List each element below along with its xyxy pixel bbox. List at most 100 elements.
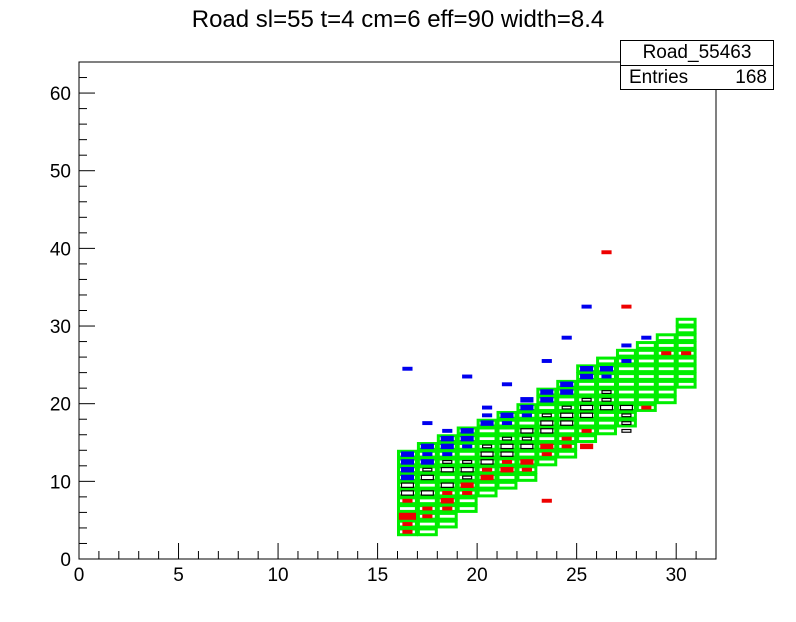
road-cell <box>655 379 677 389</box>
x-tick-label: 0 <box>74 565 85 586</box>
x-tick-label: 25 <box>566 565 587 586</box>
road-cell <box>635 372 657 381</box>
road-cell <box>655 387 677 397</box>
road-cell <box>496 465 518 475</box>
road-cell <box>397 527 418 537</box>
road-cell <box>496 480 518 490</box>
blue-entry <box>621 343 632 348</box>
road-cell <box>416 473 438 482</box>
blue-entry <box>599 366 614 372</box>
road-cell <box>436 511 458 521</box>
blue-entry <box>460 435 474 442</box>
chart-cells <box>397 250 697 537</box>
road-cell <box>556 426 578 436</box>
entry-box <box>440 482 454 488</box>
blue-entry <box>501 421 513 426</box>
entry-box <box>560 412 574 419</box>
road-cell <box>416 480 438 490</box>
road-cell <box>675 379 697 389</box>
road-cell <box>456 449 478 459</box>
road-cell <box>516 449 538 459</box>
red-entry <box>402 498 413 503</box>
blue-entry <box>480 420 494 426</box>
road-cell <box>536 434 558 444</box>
road-cell <box>536 387 558 397</box>
red-entry <box>442 491 453 495</box>
road-cell <box>496 442 518 451</box>
road-cell <box>576 434 598 444</box>
road-cell <box>516 426 538 436</box>
road-cell <box>436 449 458 459</box>
road-cell <box>596 372 617 381</box>
road-cell <box>456 434 478 444</box>
x-tick-label: 30 <box>666 565 687 586</box>
entry-box <box>521 436 532 441</box>
red-entry <box>601 250 612 255</box>
road-cell <box>596 410 617 420</box>
blue-entry <box>420 443 434 450</box>
road-cell <box>456 426 478 436</box>
road-cell <box>476 473 498 482</box>
entry-box <box>580 404 594 411</box>
road-cell <box>456 488 478 498</box>
entry-box <box>462 459 473 464</box>
blue-entry <box>560 389 574 395</box>
road-cell <box>456 465 478 475</box>
blue-entry <box>440 435 454 442</box>
road-cell <box>516 465 538 475</box>
road-cell <box>496 418 518 428</box>
road-cell <box>476 488 498 498</box>
road-cell <box>476 465 498 475</box>
red-entry <box>500 466 514 473</box>
road-cell <box>536 418 558 428</box>
road-cell <box>675 333 697 343</box>
road-cell <box>476 426 498 436</box>
red-entry <box>581 428 592 433</box>
road-cell <box>476 434 498 444</box>
entry-box <box>422 467 433 472</box>
entry-box <box>420 474 434 481</box>
road-cell <box>635 387 657 397</box>
road-cell <box>556 418 578 428</box>
entry-box <box>599 404 614 411</box>
red-entry <box>541 452 552 457</box>
entry-box <box>400 482 415 488</box>
road-cell <box>456 480 478 490</box>
road-cell <box>615 356 637 366</box>
road-cell <box>615 418 637 428</box>
road-cell <box>436 442 458 451</box>
blue-entry <box>402 366 413 371</box>
entry-box <box>400 490 415 496</box>
entry-box <box>501 436 513 441</box>
blue-entry <box>500 412 514 419</box>
road-cell <box>397 465 418 475</box>
y-tick-label: 50 <box>50 162 71 183</box>
road-cell <box>416 511 438 521</box>
road-cell <box>635 395 657 405</box>
road-cell <box>436 488 458 498</box>
road-cell <box>397 480 418 490</box>
road-cell <box>655 348 677 358</box>
road-cell <box>655 364 677 374</box>
road-cell <box>416 449 438 459</box>
road-cell <box>516 442 538 451</box>
road-cell <box>596 379 617 389</box>
road-cell <box>496 426 518 436</box>
road-cell <box>615 348 637 358</box>
red-entry <box>402 529 413 534</box>
x-tick-label: 20 <box>467 565 488 586</box>
road-cell <box>456 457 478 467</box>
road-cell <box>536 457 558 467</box>
road-cell <box>516 410 538 420</box>
stats-entries-row: Entries 168 <box>621 66 773 90</box>
y-tick-label: 20 <box>50 395 71 416</box>
road-cell <box>516 434 538 444</box>
entry-box <box>619 404 633 411</box>
road-cell <box>416 496 438 506</box>
road-cell <box>655 341 677 350</box>
road-cell <box>397 519 418 529</box>
entry-box <box>480 451 494 457</box>
road-cell <box>556 442 578 451</box>
road-cell <box>456 504 478 513</box>
